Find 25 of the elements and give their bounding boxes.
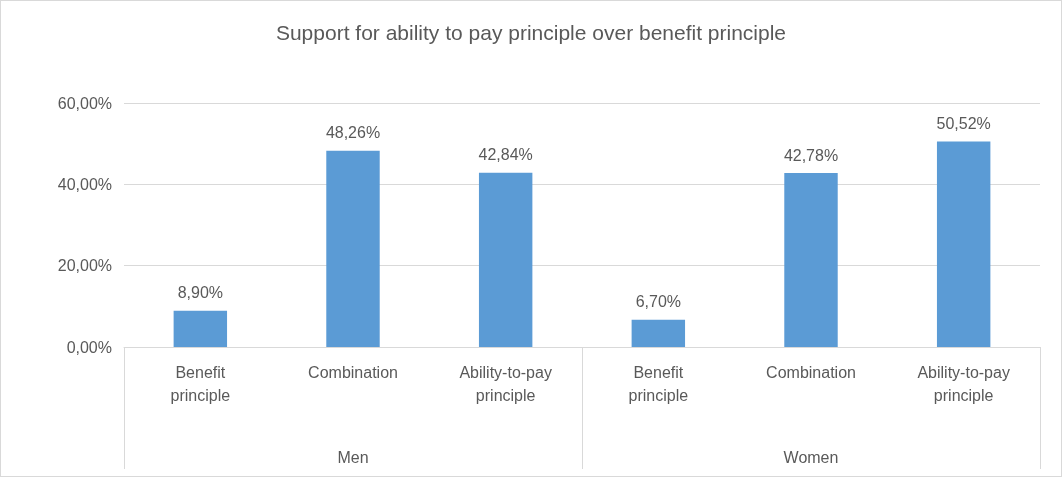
data-label: 42,78% bbox=[783, 146, 839, 164]
data-label: 48,26% bbox=[325, 124, 381, 142]
bar bbox=[784, 173, 838, 347]
bar bbox=[631, 319, 686, 347]
y-tick-label: 40,00% bbox=[57, 175, 112, 193]
bar bbox=[936, 141, 991, 347]
data-label: 42,84% bbox=[478, 146, 533, 164]
x-tick-label: Ability-to-pay principle bbox=[459, 364, 552, 404]
x-tick-label: Ability-to-pay principle bbox=[917, 364, 1010, 404]
x-tick-label: Benefit principle bbox=[628, 364, 689, 404]
y-tick-label: 0,00% bbox=[66, 338, 112, 356]
data-label: 8,90% bbox=[177, 284, 224, 302]
bar bbox=[173, 310, 228, 347]
bar bbox=[478, 172, 533, 347]
text: Men bbox=[337, 448, 369, 466]
bar bbox=[326, 150, 380, 347]
x-tick-label: Combination bbox=[308, 364, 398, 381]
data-label: 50,52% bbox=[936, 115, 991, 133]
y-tick-label: 20,00% bbox=[57, 257, 112, 275]
chart-title: Support for ability to pay principle over benefit principle bbox=[275, 21, 787, 44]
y-tick-label: 60,00% bbox=[57, 94, 112, 112]
x-tick-label: Combination bbox=[766, 364, 856, 381]
data-label: 6,70% bbox=[635, 293, 682, 311]
x-tick-label: Benefit principle bbox=[170, 364, 231, 404]
text: Women bbox=[783, 448, 839, 466]
